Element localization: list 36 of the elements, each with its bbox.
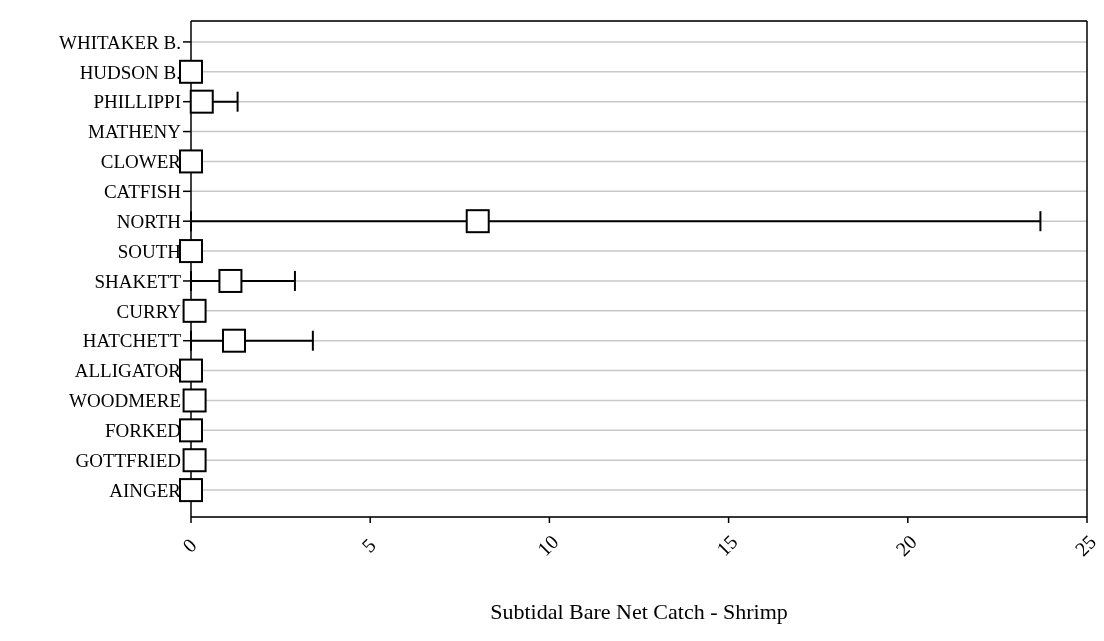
point <box>179 358 203 383</box>
y-tick-label: PHILLIPPI <box>93 91 181 113</box>
y-tick-label: CLOWER <box>100 151 182 173</box>
y-tick-label: HATCHETT <box>82 330 182 352</box>
x-tick-label: 10 <box>532 530 563 561</box>
y-tick-label: AINGER <box>109 479 182 501</box>
x-tick-label: 20 <box>891 530 921 561</box>
point <box>465 209 490 234</box>
y-tick-label: WOODMERE <box>69 390 181 412</box>
point <box>179 239 203 264</box>
y-tick-label: SOUTH <box>117 240 182 262</box>
y-tick-label: WHITAKER B. <box>59 31 181 53</box>
y-tick-label: GOTTFRIED <box>75 449 181 471</box>
y-tick-label: HUDSON B. <box>79 61 181 83</box>
point <box>179 478 203 503</box>
y-tick-label: SHAKETT <box>94 270 182 292</box>
y-tick-label: CATFISH <box>103 181 182 203</box>
y-tick-label: ALLIGATOR <box>74 360 182 382</box>
y-tick-label: FORKED <box>104 420 181 442</box>
x-tick-label: 0 <box>177 533 201 557</box>
x-tick-label: 25 <box>1070 530 1101 561</box>
x-tick-label: 5 <box>357 533 380 557</box>
point <box>189 89 214 114</box>
y-tick-label: NORTH <box>116 210 182 232</box>
point <box>182 298 207 323</box>
point <box>179 418 203 443</box>
point <box>182 388 207 413</box>
point <box>218 268 243 293</box>
point <box>222 328 247 353</box>
x-axis-title: Subtidal Bare Net Catch - Shrimp <box>490 599 788 624</box>
y-tick-label: MATHENY <box>88 121 182 143</box>
y-tick-label: CURRY <box>116 300 182 322</box>
point <box>179 149 203 174</box>
x-tick-label: 15 <box>712 530 742 561</box>
point <box>182 448 207 473</box>
point <box>179 59 203 84</box>
